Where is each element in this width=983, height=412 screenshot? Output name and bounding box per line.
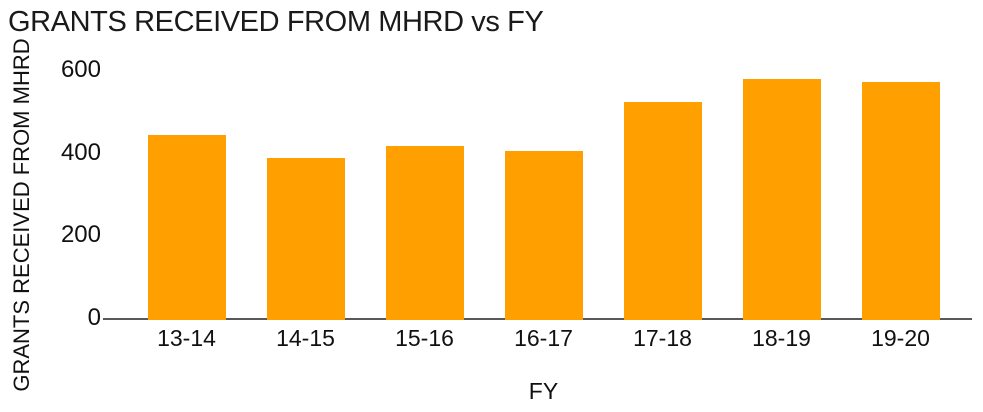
y-tick-label: 0 bbox=[87, 304, 101, 331]
bar-17-18[interactable] bbox=[623, 102, 702, 320]
bar-13-14[interactable] bbox=[147, 135, 226, 320]
y-tick-label: 400 bbox=[60, 138, 101, 166]
bar-slot bbox=[841, 0, 960, 320]
x-tick-label: 13-14 bbox=[157, 325, 216, 351]
bar-slot bbox=[246, 0, 365, 320]
x-tick-label: 19-20 bbox=[871, 325, 930, 351]
x-tick-label: 14-15 bbox=[276, 325, 335, 351]
bar-slot bbox=[722, 0, 841, 320]
x-axis-tick-labels: 13-14 14-15 15-16 16-17 17-18 18-19 19-20 bbox=[127, 325, 960, 352]
x-tick-label: 18-19 bbox=[752, 325, 811, 351]
x-tick-label: 16-17 bbox=[514, 325, 573, 351]
bar-15-16[interactable] bbox=[385, 146, 464, 320]
y-tick-label: 200 bbox=[60, 221, 101, 249]
bar-14-15[interactable] bbox=[266, 158, 345, 320]
plot-area bbox=[127, 0, 960, 320]
y-axis-tick-labels: 0 200 400 600 bbox=[0, 0, 103, 340]
x-axis-title: FY bbox=[528, 378, 559, 404]
x-tick-label: 17-18 bbox=[633, 325, 692, 351]
bar-slot bbox=[603, 0, 722, 320]
bar-slot bbox=[127, 0, 246, 320]
bar-slot bbox=[484, 0, 603, 320]
chart-title: GRANTS RECEIVED FROM MHRD vs FY bbox=[8, 6, 544, 38]
y-tick-label: 600 bbox=[60, 56, 101, 83]
x-tick-label: 15-16 bbox=[395, 325, 454, 351]
bar-19-20[interactable] bbox=[861, 82, 940, 320]
bar-16-17[interactable] bbox=[504, 151, 583, 320]
bar-18-19[interactable] bbox=[742, 79, 821, 320]
bar-slot bbox=[365, 0, 484, 320]
